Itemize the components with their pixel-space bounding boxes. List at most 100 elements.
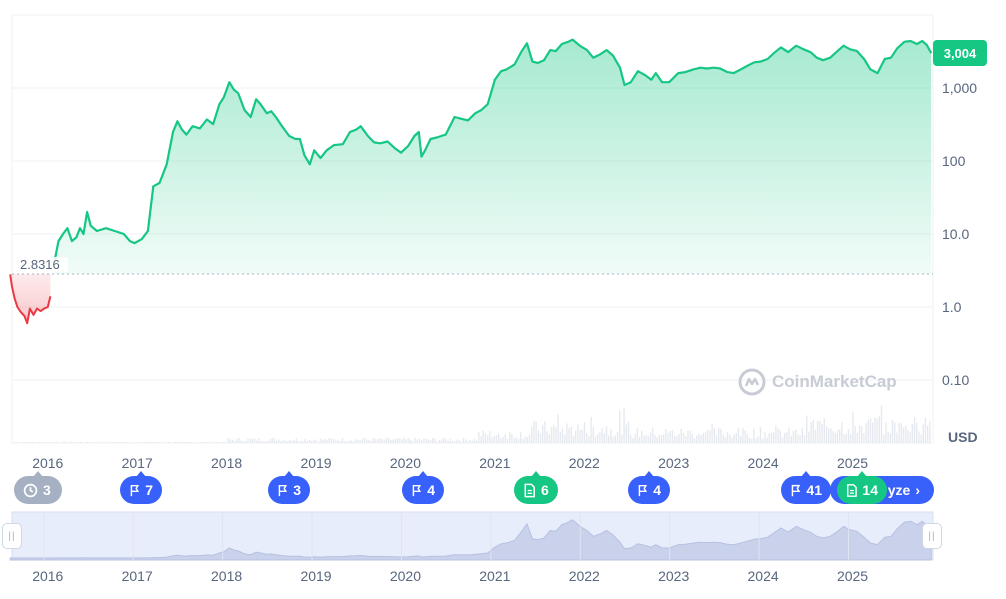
volume-bar — [396, 438, 399, 443]
start-price-label-bg — [16, 257, 68, 273]
volume-bar — [392, 439, 394, 443]
volume-bar — [623, 407, 625, 443]
volume-bar — [304, 439, 306, 443]
volume-bar — [517, 439, 520, 443]
navigator-left-handle[interactable]: || — [2, 523, 22, 549]
volume-bar — [645, 435, 647, 443]
navigator-x-tick-label: 2017 — [122, 568, 153, 584]
volume-bar — [755, 438, 757, 443]
marker-count: 3 — [293, 482, 301, 498]
volume-bar — [372, 438, 374, 443]
volume-bar — [707, 429, 709, 443]
volume-bar — [344, 441, 346, 443]
volume-bar — [176, 441, 179, 443]
event-marker-flag[interactable]: 4 — [628, 471, 670, 504]
volume-bar — [427, 439, 429, 443]
volume-bar — [907, 429, 909, 443]
report-marker-doc[interactable]: 6 — [514, 471, 558, 504]
volume-bar — [168, 441, 170, 443]
volume-bar — [658, 434, 660, 443]
navigator-right-handle[interactable]: || — [922, 523, 942, 549]
volume-bar — [806, 415, 808, 443]
volume-bar — [561, 427, 564, 443]
volume-bar — [251, 438, 253, 443]
volume-bar — [861, 426, 863, 443]
volume-bar — [564, 434, 566, 443]
marker-count: 4 — [653, 482, 661, 498]
current-price-value: 3,004 — [943, 45, 977, 61]
volume-bar — [75, 442, 77, 443]
volume-bar — [16, 442, 18, 443]
price-line — [9, 38, 933, 325]
volume-bar — [403, 437, 405, 443]
volume-bar — [284, 439, 286, 443]
volume-bar — [187, 442, 190, 443]
volume-bar — [53, 442, 55, 443]
volume-bar — [845, 433, 847, 443]
volume-bar — [291, 440, 293, 443]
volume-bar — [533, 421, 535, 443]
volume-bar — [526, 437, 528, 443]
volume-bar — [722, 434, 724, 443]
volume-bar — [515, 437, 517, 443]
marker-count: 14 — [862, 482, 878, 498]
volume-bar — [909, 432, 911, 443]
volume-bar — [190, 442, 192, 443]
event-marker-flag[interactable]: 7 — [120, 471, 162, 504]
volume-bar — [262, 441, 264, 443]
x-tick-label: 2017 — [122, 455, 153, 471]
volume-bar — [900, 423, 902, 443]
volume-bar — [535, 421, 537, 443]
volume-bar — [506, 439, 509, 443]
volume-bar — [621, 434, 623, 443]
volume-bar — [337, 440, 339, 443]
volume-bar — [346, 441, 348, 443]
volume-bar — [491, 437, 493, 443]
volume-bar — [487, 435, 489, 443]
price-area-below-start — [10, 274, 51, 324]
volume-bar — [803, 435, 806, 443]
report-marker-doc[interactable]: 14 — [837, 471, 887, 504]
volume-bar — [306, 441, 308, 443]
volume-bar — [834, 432, 836, 443]
volume-bar — [165, 442, 168, 443]
news-marker-clock[interactable]: 3 — [14, 471, 62, 504]
event-marker-flag[interactable]: 4 — [402, 471, 444, 504]
event-marker-flag[interactable]: 41 — [781, 471, 831, 504]
coinmarketcap-logo-icon — [738, 368, 766, 396]
volume-bar — [559, 431, 561, 443]
volume-bar — [718, 428, 720, 443]
volume-bar — [594, 436, 597, 443]
volume-bar — [84, 442, 86, 443]
volume-bar — [729, 434, 731, 443]
volume-bar — [740, 435, 742, 443]
volume-bar — [867, 420, 869, 443]
volume-bar — [643, 435, 645, 443]
volume-bar — [82, 442, 84, 443]
event-marker-flag[interactable]: 3 — [268, 471, 310, 504]
volume-bar — [401, 439, 403, 443]
volume-bar — [878, 416, 880, 443]
volume-bar — [929, 420, 931, 443]
volume-bar — [20, 442, 22, 443]
volume-bar — [665, 429, 667, 443]
volume-bar — [920, 434, 922, 443]
volume-bar — [256, 440, 258, 443]
volume-bar — [297, 441, 300, 443]
volume-bar — [207, 442, 209, 443]
volume-bar — [748, 437, 751, 443]
volume-bar — [726, 432, 729, 443]
volume-bar — [293, 440, 295, 443]
navigator-x-ticks: 2016 2017 2018 2019 2020 2021 2022 2023 2024 2025 — [32, 568, 868, 584]
volume-bar — [847, 429, 850, 443]
volume-bar — [570, 426, 572, 443]
volume-bar — [913, 417, 916, 443]
volume-bar — [104, 442, 106, 443]
volume-bar — [627, 421, 630, 443]
volume-bar — [93, 442, 95, 443]
volume-bar — [273, 438, 275, 443]
range-navigator[interactable] — [9, 511, 934, 561]
volume-bar — [242, 441, 245, 443]
volume-bar — [150, 442, 152, 443]
